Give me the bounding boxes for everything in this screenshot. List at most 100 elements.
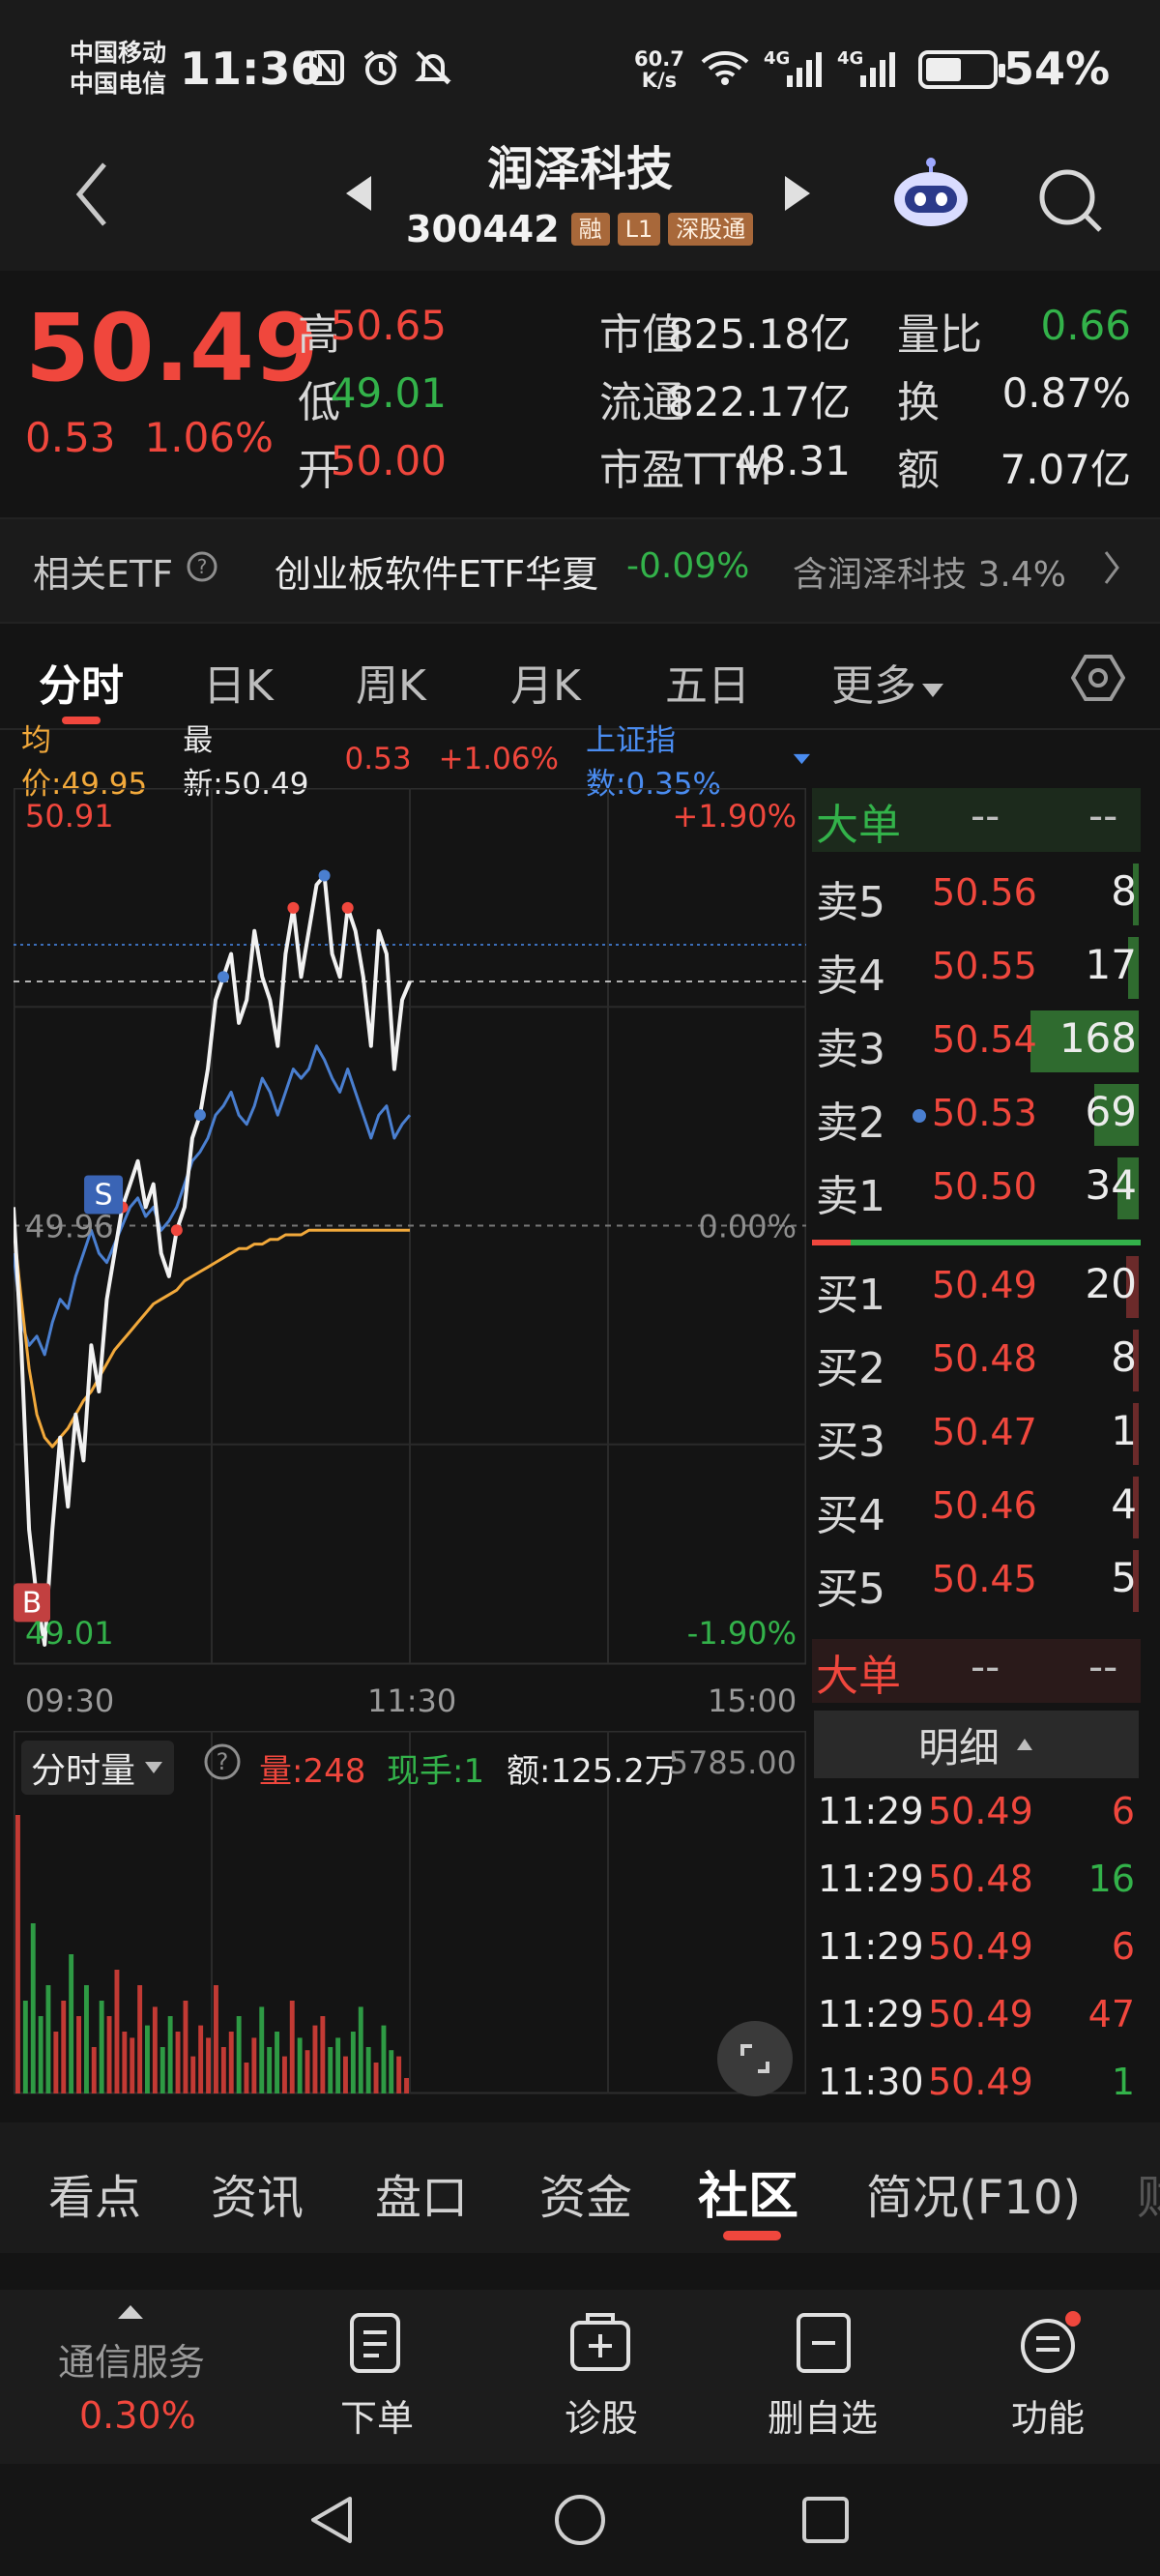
tab-order-book[interactable]: 盘口: [375, 2171, 469, 2225]
remove-watchlist-icon[interactable]: [795, 2311, 853, 2379]
x-tick-1: 11:30: [367, 1683, 457, 1719]
ask-volume-bar: [1094, 1084, 1139, 1146]
avg-price: 均价:49.95: [21, 723, 148, 802]
index-change[interactable]: 上证指数:0.35%: [586, 723, 721, 802]
diagnose-label[interactable]: 诊股: [565, 2397, 639, 2440]
back-icon[interactable]: [73, 161, 112, 232]
tick-time: 11:30: [818, 2061, 924, 2103]
volume-bar: [320, 2016, 326, 2093]
fullscreen-icon[interactable]: [717, 2021, 793, 2096]
nav-recents-icon[interactable]: [800, 2495, 851, 2549]
ask-row-1[interactable]: 卖5 50.56 8: [812, 858, 1141, 931]
bid-row-4[interactable]: 买4 50.46 4: [812, 1471, 1141, 1544]
volume-bar: [106, 2016, 112, 2093]
nav-home-icon[interactable]: [553, 2493, 607, 2551]
intraday-chart[interactable]: S B 50.91 49.96 49.01 +1.90% 0.00% -1.90%: [14, 788, 806, 1678]
prev-arrow-icon[interactable]: [344, 174, 373, 217]
tab-finance[interactable]: 财: [1137, 2159, 1160, 2227]
sector-name[interactable]: 通信服务: [58, 2341, 206, 2384]
latest-price: 最新:50.49: [183, 723, 309, 802]
volume-bar: [22, 2001, 28, 2093]
settings-hex-icon[interactable]: [1070, 651, 1126, 709]
volume-bar: [61, 2001, 67, 2093]
menu-label[interactable]: 功能: [1011, 2397, 1086, 2440]
bid-volume-bar: [1133, 1403, 1139, 1465]
y-right-mid: 0.00%: [698, 1209, 797, 1245]
tab-intraday[interactable]: 分时: [39, 661, 124, 711]
quote-label-volume-ratio: 量比: [897, 310, 982, 360]
tab-highlights[interactable]: 看点: [48, 2171, 142, 2225]
volume-bar: [335, 2037, 341, 2093]
help-icon[interactable]: ?: [203, 1742, 242, 1785]
trade-dot-1: [170, 1224, 183, 1237]
latest-change: 0.53: [344, 742, 412, 776]
tab-weekly-k[interactable]: 周K: [356, 661, 426, 711]
robot-assistant-icon[interactable]: [887, 155, 974, 236]
bid-volume-bar: [1133, 1330, 1139, 1391]
ask-quantity: 168: [1058, 1014, 1137, 1062]
detail-tab[interactable]: 明细: [814, 1711, 1139, 1778]
trade-dot-5: [318, 869, 331, 882]
carrier-2: 中国电信: [70, 70, 167, 98]
dropdown-icon: [145, 1762, 163, 1773]
change-percent: 1.06%: [144, 414, 274, 461]
quote-value-float-cap: 822.17亿: [668, 378, 851, 425]
ask-row-5[interactable]: 卖1 50.50 34: [812, 1152, 1141, 1225]
tab-profile-f10[interactable]: 简况(F10): [866, 2171, 1082, 2225]
bid-price: 50.46: [932, 1484, 1037, 1527]
related-etf-bar[interactable]: 相关ETF ? 创业板软件ETF华夏 -0.09% 含润泽科技 3.4%: [0, 517, 1160, 624]
remove-watchlist-label[interactable]: 删自选: [768, 2397, 879, 2440]
ask-row-2[interactable]: 卖4 50.55 17: [812, 931, 1141, 1005]
tick-price: 50.49: [928, 1925, 1033, 1968]
battery-percent: 54%: [1003, 43, 1111, 95]
volume-bar: [175, 2032, 181, 2093]
stock-code: 300442: [406, 208, 560, 250]
tab-monthly-k[interactable]: 月K: [510, 661, 581, 711]
volume-bar: [145, 2025, 150, 2093]
tab-five-day[interactable]: 五日: [665, 661, 750, 711]
own-order-dot: [913, 1109, 926, 1123]
ask-quantity: 34: [1085, 1161, 1137, 1209]
help-icon[interactable]: ?: [186, 550, 218, 587]
menu-icon[interactable]: [1017, 2311, 1081, 2379]
buy-marker-text: B: [22, 1586, 43, 1620]
volume-bar: [297, 2037, 303, 2093]
big-order-header: [812, 788, 1141, 852]
current-hand: 现手:1: [387, 1752, 485, 1791]
volume-bar: [228, 2032, 234, 2093]
current-price: 50.49: [25, 294, 319, 402]
next-arrow-icon[interactable]: [783, 174, 812, 217]
bid-row-3[interactable]: 买3 50.47 1: [812, 1397, 1141, 1471]
nav-back-icon[interactable]: [305, 2493, 360, 2551]
tab-more[interactable]: 更多: [831, 651, 945, 713]
expand-up-icon[interactable]: [116, 2303, 145, 2325]
order-label[interactable]: 下单: [340, 2397, 415, 2440]
ask-row-4[interactable]: 卖2 50.53 69: [812, 1078, 1141, 1152]
tab-capital[interactable]: 资金: [539, 2171, 633, 2225]
volume-bar: [15, 1815, 20, 2093]
bid-row-1[interactable]: 买1 50.49 20: [812, 1250, 1141, 1324]
net-speed: 60.7 K/s: [634, 47, 684, 92]
nfc-icon: [307, 48, 346, 87]
ask-quantity: 8: [1111, 867, 1137, 915]
tab-community[interactable]: 社区: [698, 2168, 799, 2226]
ask-volume-bar: [1133, 864, 1139, 925]
etf-holding: 含润泽科技 3.4%: [793, 555, 1066, 595]
search-icon[interactable]: [1036, 166, 1106, 240]
bid-row-5[interactable]: 买5 50.45 5: [812, 1544, 1141, 1618]
tab-daily-k[interactable]: 日K: [203, 661, 274, 711]
tick-quantity: 47: [1088, 1993, 1135, 2035]
volume-chart: [14, 1731, 806, 2094]
quote-value-pe-ttm: 48.31: [734, 437, 851, 484]
diagnose-icon[interactable]: [568, 2311, 632, 2379]
ask-volume-bar: [1116, 1157, 1139, 1219]
tab-news[interactable]: 资讯: [211, 2171, 304, 2225]
volume-bar: [214, 1985, 218, 2093]
bid-row-2[interactable]: 买2 50.48 8: [812, 1324, 1141, 1397]
info-tabs: 看点 资讯 盘口 资金 社区 简况(F10) 财: [0, 2122, 1160, 2253]
order-icon[interactable]: [346, 2311, 410, 2375]
index-dropdown-icon[interactable]: [792, 750, 812, 768]
volume-indicator-select[interactable]: 分时量: [21, 1741, 175, 1795]
volume-bar: [358, 2006, 363, 2093]
ask-row-3[interactable]: 卖3 50.54 168: [812, 1005, 1141, 1078]
